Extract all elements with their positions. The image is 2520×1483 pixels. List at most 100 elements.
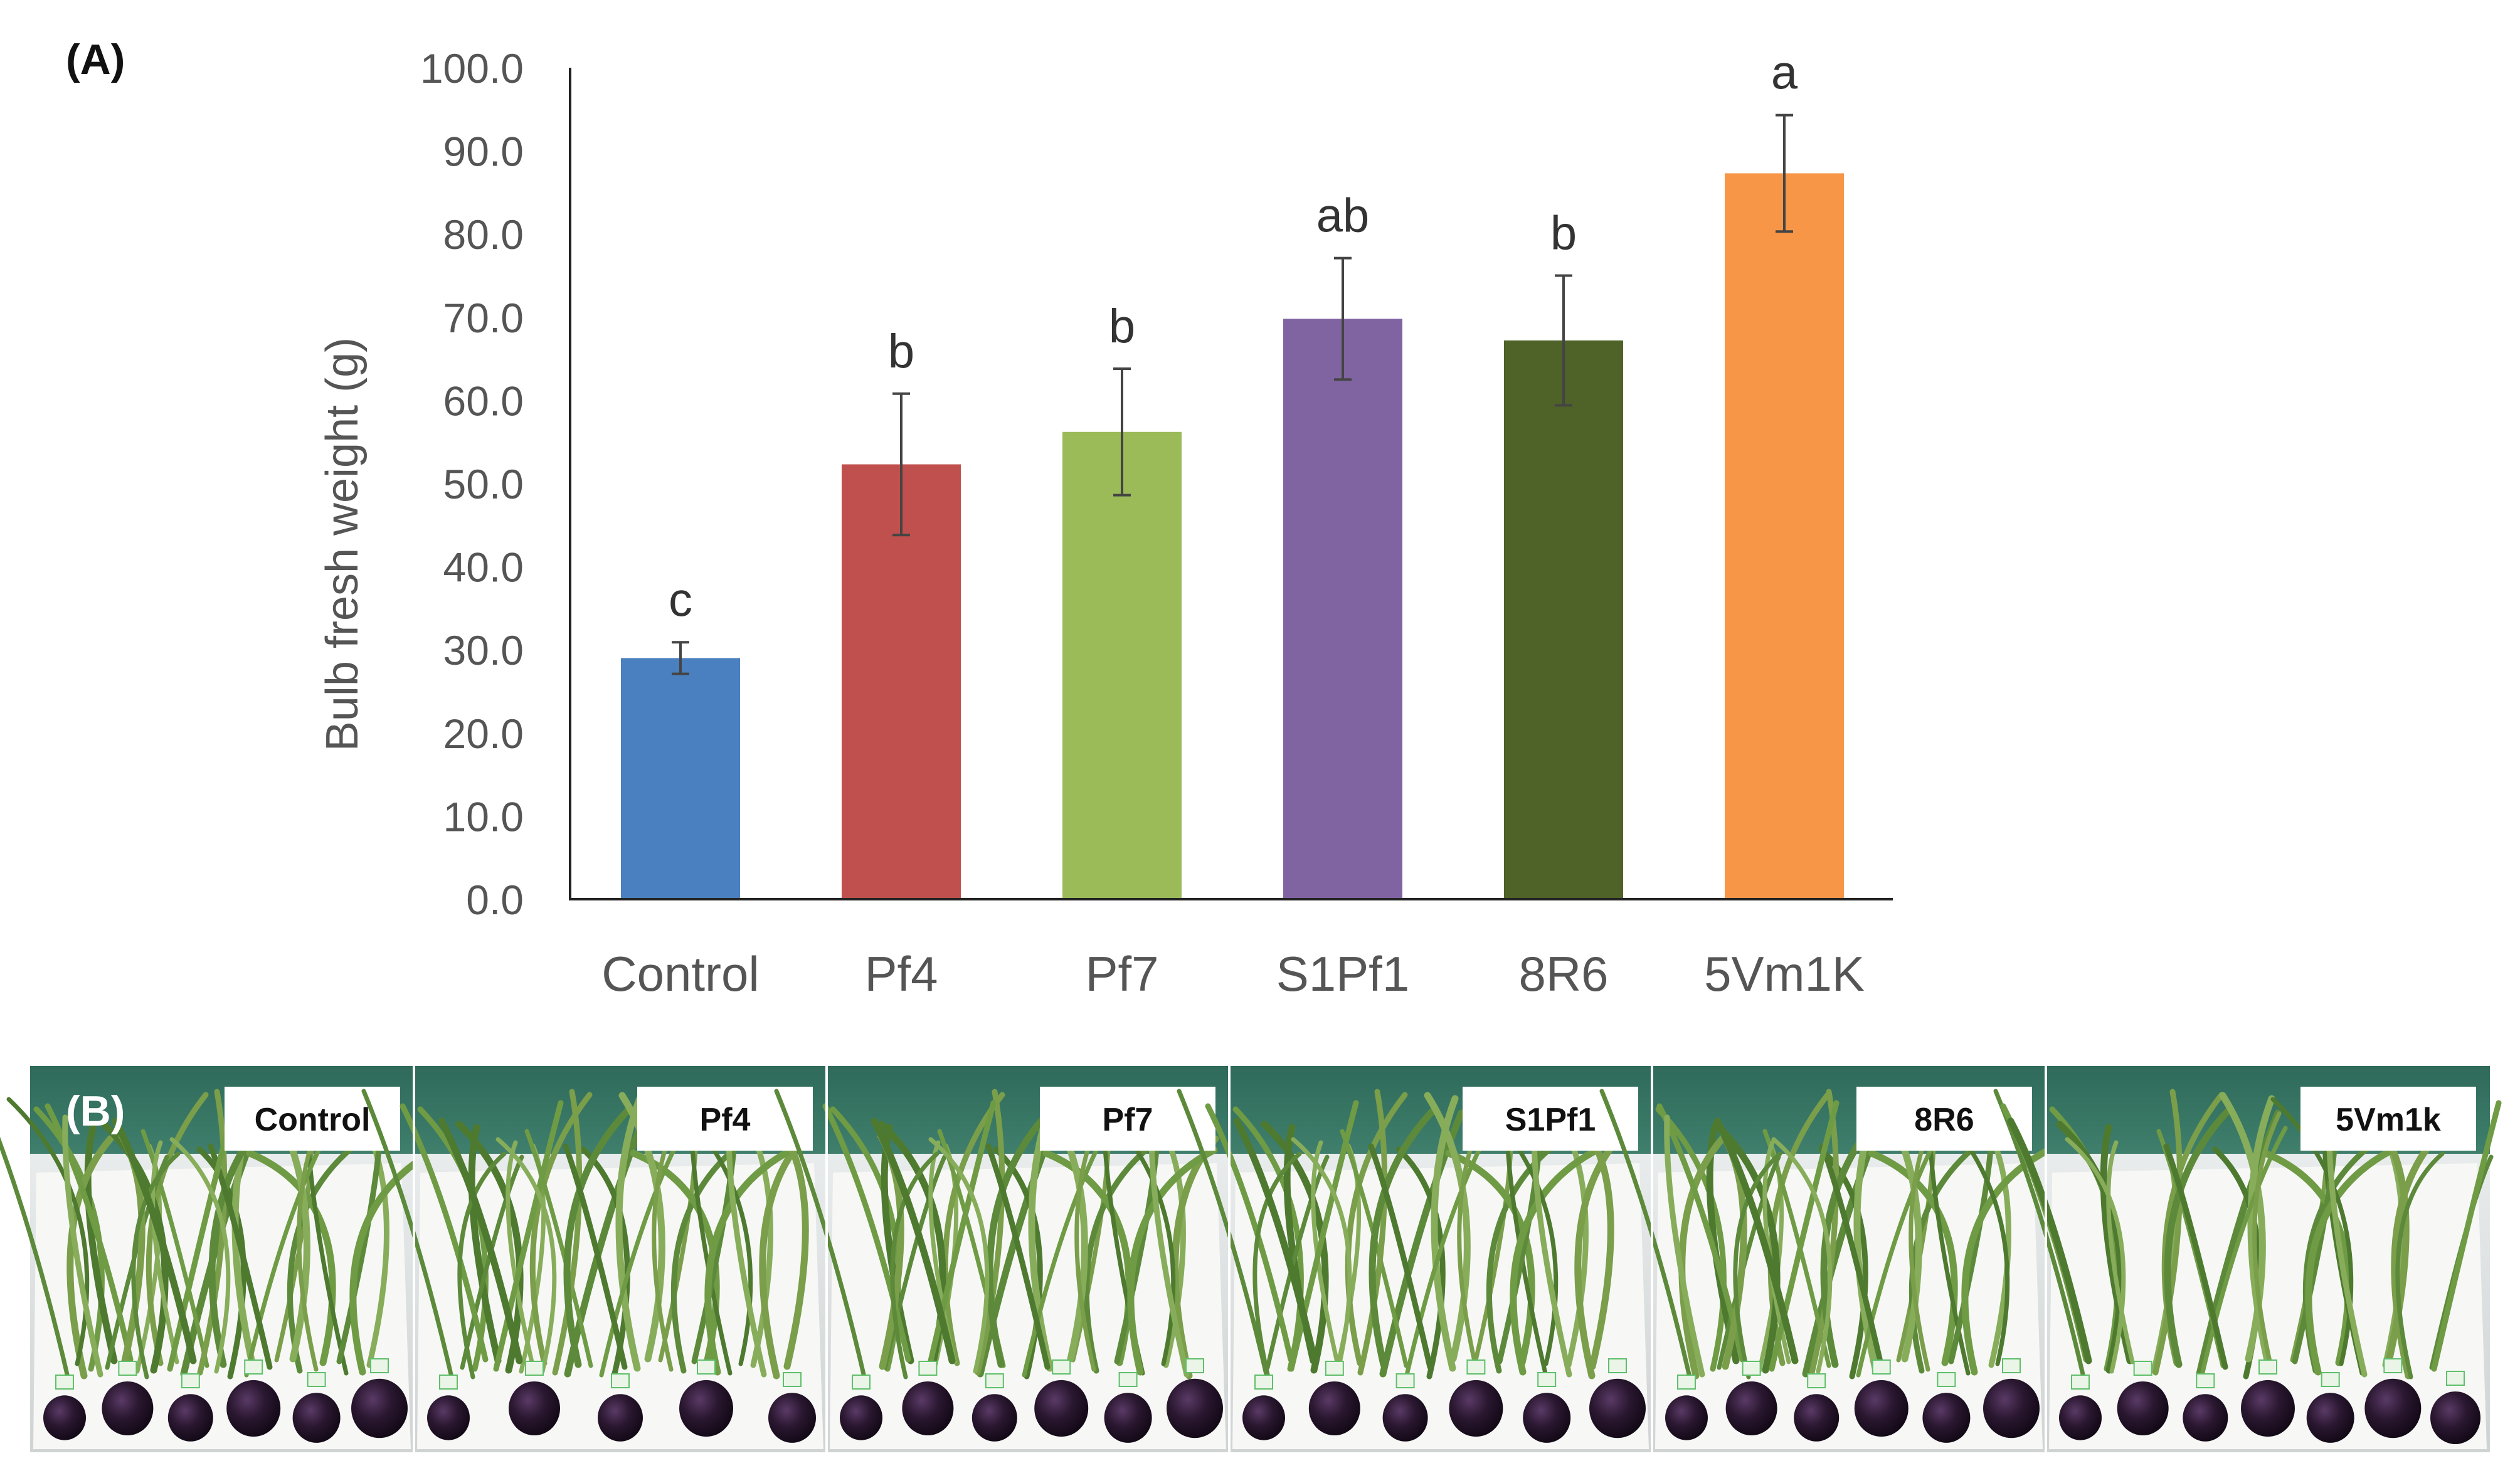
onion-leaf (2219, 1092, 2266, 1363)
onion-leaf (1762, 1129, 1831, 1368)
plant-tag (2321, 1372, 2340, 1387)
onion-leaf (529, 1092, 593, 1366)
onion-bulb (598, 1394, 643, 1442)
onion-bulb (226, 1380, 281, 1437)
plant-tag (783, 1372, 802, 1387)
onion-leaf (2305, 1146, 2396, 1376)
onion-bulb (1034, 1380, 1089, 1437)
onion-bulb (2306, 1393, 2354, 1443)
onion-leaf (169, 1137, 231, 1374)
plant-tag (307, 1372, 326, 1387)
onion-leaf (1655, 1106, 1727, 1372)
photo-label-box (1856, 1087, 2032, 1151)
panel-b-letter: (B) (66, 1087, 125, 1135)
plant-tag (181, 1373, 200, 1388)
y-tick-label: 50.0 (443, 461, 524, 507)
onion-leaf (1599, 1089, 1692, 1380)
onion-leaf (1311, 1140, 1340, 1364)
error-bar (1334, 256, 1352, 381)
plant-tag (2383, 1358, 2403, 1373)
onion-bulb (2364, 1378, 2422, 1438)
plant-tag (2002, 1358, 2021, 1373)
onion-leaf (1733, 1151, 1782, 1380)
onion-leaf (0, 1136, 70, 1380)
x-tick-label: S1Pf1 (1276, 946, 1409, 1001)
onion-leaf (2270, 1097, 2354, 1366)
onion-bulb (2241, 1380, 2295, 1437)
onion-leaf (890, 1151, 940, 1380)
onion-leaf (926, 1100, 997, 1372)
onion-leaf (112, 1117, 197, 1364)
onion-leaf (468, 1124, 502, 1364)
onion-leaf (2007, 1117, 2092, 1364)
onion-leaf (1762, 1140, 1791, 1364)
onion-bulb (1242, 1395, 1285, 1440)
onion-leaf (975, 1089, 1005, 1376)
onion-leaf (1261, 1121, 1329, 1374)
error-bar (1555, 274, 1572, 407)
onion-bulb (902, 1381, 954, 1436)
x-tick-label: Control (601, 946, 759, 1001)
photo-label: Pf7 (1103, 1102, 1153, 1138)
plant-tag (918, 1361, 938, 1376)
onion-leaf (1819, 1143, 1885, 1370)
onion-leaf (1856, 1126, 1944, 1378)
onion-bulb (1854, 1380, 1909, 1437)
plant-tag (2071, 1375, 2090, 1390)
bar-s1pf1 (1283, 319, 1402, 899)
onion-leaf (506, 1140, 534, 1364)
onion-leaf (244, 1126, 332, 1378)
plant-tag (439, 1375, 458, 1390)
onion-leaf (2056, 1121, 2124, 1374)
plant-tag (1466, 1359, 1486, 1375)
plant-tag (1871, 1359, 1891, 1375)
onion-leaf (871, 1117, 956, 1364)
photo-label: 8R6 (1914, 1102, 1974, 1138)
onion-leaf (1424, 1092, 1471, 1363)
onion-leaf (1510, 1146, 1601, 1376)
onion-leaf (361, 1089, 454, 1380)
onion-leaf (84, 1124, 118, 1364)
error-bar (672, 641, 689, 675)
significance-letter: a (1771, 46, 1798, 100)
onion-bulb (2183, 1394, 2228, 1442)
onion-leaf (1664, 1114, 1705, 1378)
y-tick-label: 100.0 (420, 45, 524, 92)
photo-strip: Control Pf4 Pf7 S1Pf1 8R6 5Vm1k (0, 1066, 2502, 1452)
onion-leaf (6, 1097, 90, 1366)
onion-bulb (971, 1394, 1017, 1442)
photo-label: 5Vm1k (2336, 1102, 2441, 1138)
onion-bulb (102, 1381, 154, 1436)
error-bar (1776, 113, 1793, 233)
error-bar (892, 392, 910, 537)
onion-bulb (351, 1378, 408, 1438)
onion-leaf (1369, 1106, 1437, 1368)
onion-leaf (774, 1089, 867, 1380)
onion-leaf (985, 1143, 1051, 1370)
plant-tag (1185, 1358, 1204, 1373)
photo-panel: 8R6 (1599, 1066, 2052, 1452)
plant-tag (2258, 1359, 2277, 1375)
onion-leaf (1368, 1143, 1433, 1370)
plant-tag (1118, 1372, 1138, 1387)
significance-letter: b (888, 325, 914, 378)
onion-leaf (246, 1149, 336, 1366)
onion-leaf (140, 1129, 209, 1368)
onion-leaf (2395, 1151, 2445, 1380)
onion-bulb (509, 1381, 560, 1436)
bar-control (621, 658, 740, 899)
photo-panel: Control (0, 1066, 440, 1452)
bar-chart: Bulb fresh weight (g) 0.0 10.0 20.0 30.0 40.… (317, 45, 1893, 1001)
onion-leaf (460, 1154, 524, 1370)
y-tick-label: 40.0 (443, 544, 524, 591)
plant-tag (118, 1361, 137, 1376)
onion-leaf (1022, 1126, 1110, 1378)
onion-leaf (495, 1137, 557, 1374)
onion-bulb (2059, 1395, 2102, 1440)
onion-bulb (1523, 1393, 1571, 1443)
onion-leaf (563, 1143, 628, 1370)
photo-panel: Pf4 (361, 1066, 827, 1452)
photo-label-box (637, 1087, 813, 1151)
onion-leaf (781, 1132, 809, 1370)
